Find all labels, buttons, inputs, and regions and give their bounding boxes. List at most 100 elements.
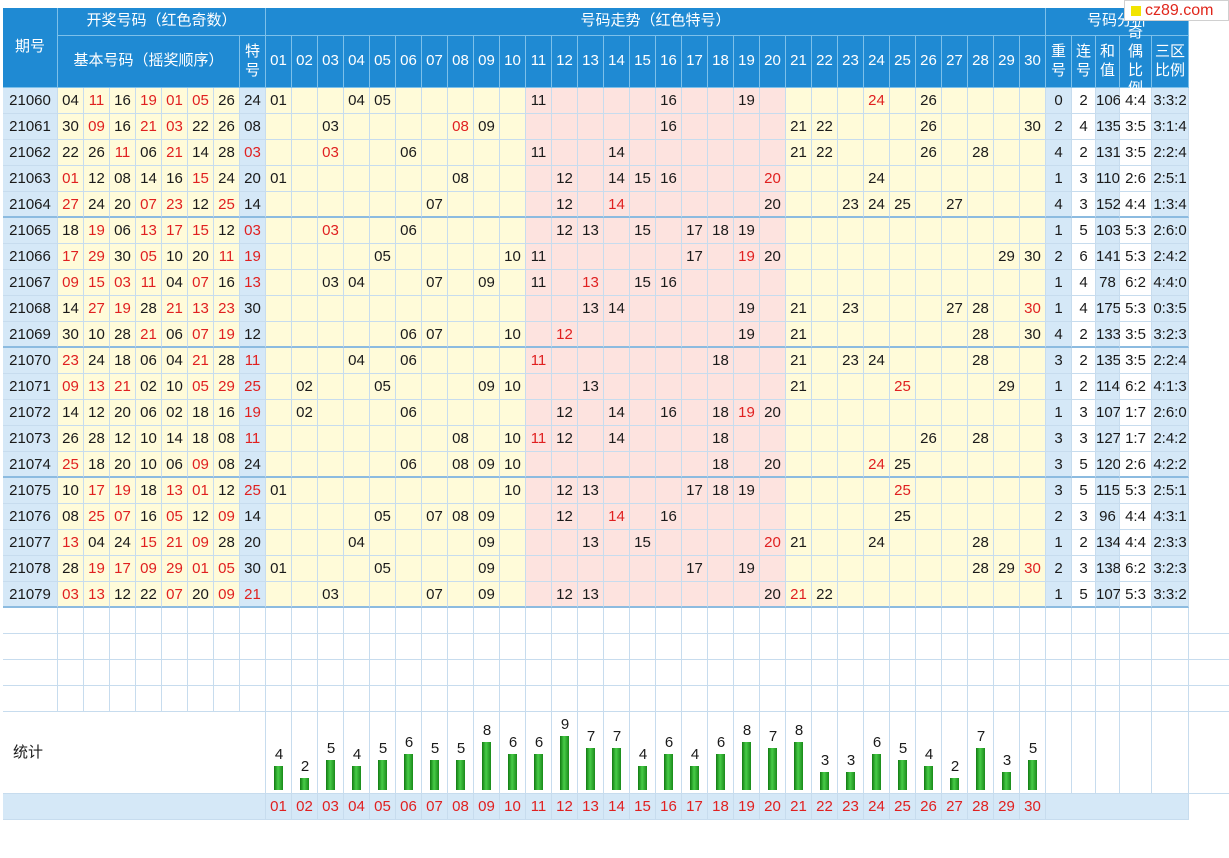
trend-empty-cell [682, 374, 708, 400]
trend-empty-cell [292, 530, 318, 556]
trend-empty-cell [474, 296, 500, 322]
stats-bar [872, 754, 881, 790]
basic-number-cell: 11 [214, 244, 240, 270]
stats-col-cell [916, 712, 942, 794]
trend-empty-cell [630, 322, 656, 348]
basic-number-cell: 06 [110, 218, 136, 244]
stats-bar [612, 748, 621, 790]
trend-empty-cell [1020, 582, 1046, 608]
trend-hit-cell: 06 [396, 140, 422, 166]
analysis-consec-cell: 3 [1072, 426, 1096, 452]
trend-hit-cell: 01 [266, 556, 292, 582]
trend-empty-cell [890, 244, 916, 270]
trend-hit-cell: 27 [942, 192, 968, 218]
trend-empty-cell [396, 556, 422, 582]
trend-empty-cell [552, 556, 578, 582]
empty-cell [656, 634, 682, 660]
trend-empty-cell [968, 192, 994, 218]
trend-empty-cell [682, 530, 708, 556]
trend-empty-cell [890, 88, 916, 114]
empty-cell [656, 660, 682, 686]
stats-bar [950, 778, 959, 790]
empty-cell [760, 686, 786, 712]
trend-empty-cell [1020, 452, 1046, 478]
trend-empty-cell [916, 504, 942, 530]
trend-empty-cell [994, 270, 1020, 296]
stats-count-label: 9 [560, 716, 570, 733]
empty-cell [1046, 686, 1072, 712]
trend-empty-cell [942, 166, 968, 192]
analysis-consec-cell: 3 [1072, 504, 1096, 530]
trend-empty-cell [838, 140, 864, 166]
empty-cell [994, 686, 1020, 712]
trend-empty-cell [630, 114, 656, 140]
empty-cell [188, 660, 214, 686]
analysis-sum-cell: 110 [1096, 166, 1120, 192]
analysis-col-header: 连号 [1072, 36, 1096, 88]
footer-number-cell: 03 [318, 794, 344, 820]
trend-empty-cell [1020, 374, 1046, 400]
trend-empty-cell [942, 582, 968, 608]
analysis-repeat-cell: 1 [1046, 296, 1072, 322]
analysis-repeat-cell: 3 [1046, 348, 1072, 374]
analysis-repeat-cell: 3 [1046, 478, 1072, 504]
empty-cell [3, 608, 58, 634]
trend-empty-cell [292, 582, 318, 608]
trend-empty-cell [526, 478, 552, 504]
trend-hit-cell: 12 [552, 166, 578, 192]
stats-count-label: 3 [820, 752, 830, 769]
analysis-consec-cell: 5 [1072, 582, 1096, 608]
number-col-header: 06 [396, 36, 422, 88]
stats-col-cell [526, 712, 552, 794]
analysis-sum-cell: 141 [1096, 244, 1121, 270]
issue-cell: 21076 [3, 504, 58, 530]
basic-number-cell: 01 [58, 166, 84, 192]
empty-cell [1189, 608, 1229, 634]
empty-cell [838, 660, 864, 686]
empty-cell [1020, 660, 1046, 686]
number-col-header: 26 [916, 36, 942, 88]
trend-empty-cell [604, 348, 630, 374]
trend-empty-cell [422, 556, 448, 582]
analysis-repeat-cell: 4 [1046, 322, 1072, 348]
footer-number-cell: 25 [890, 794, 916, 820]
stats-col-cell [812, 712, 838, 794]
basic-number-cell: 09 [58, 270, 84, 296]
trend-hit-cell: 04 [344, 270, 370, 296]
empty-cell [1120, 608, 1152, 634]
analysis-sum-cell: 120 [1096, 452, 1121, 478]
number-col-header: 02 [292, 36, 318, 88]
trend-empty-cell [760, 296, 786, 322]
trend-empty-cell [604, 582, 630, 608]
basic-number-cell: 28 [84, 426, 110, 452]
trend-empty-cell [448, 478, 474, 504]
trend-empty-cell [448, 582, 474, 608]
site-logo[interactable]: cz89.com [1124, 0, 1229, 21]
trend-empty-cell [526, 452, 552, 478]
trend-empty-cell [994, 322, 1020, 348]
trend-hit-cell: 29 [994, 556, 1020, 582]
trend-empty-cell [292, 478, 318, 504]
trend-empty-cell [890, 114, 916, 140]
trend-empty-cell [942, 88, 968, 114]
trend-empty-cell [266, 348, 292, 374]
stats-bar [586, 748, 595, 790]
trend-empty-cell [292, 452, 318, 478]
basic-number-cell: 09 [214, 582, 240, 608]
trend-empty-cell [656, 348, 682, 374]
analysis-repeat-cell: 2 [1046, 244, 1072, 270]
basic-number-cell: 21 [110, 374, 136, 400]
issue-cell: 21062 [3, 140, 58, 166]
trend-empty-cell [1020, 504, 1046, 530]
trend-empty-cell [318, 504, 344, 530]
basic-number-cell: 09 [188, 452, 214, 478]
empty-cell [604, 634, 630, 660]
trend-empty-cell [604, 244, 630, 270]
empty-cell [396, 608, 422, 634]
analysis-consec-cell: 6 [1072, 244, 1096, 270]
trend-empty-cell [786, 166, 812, 192]
empty-cell [110, 686, 136, 712]
number-col-header: 21 [786, 36, 812, 88]
trend-hit-cell: 10 [500, 322, 526, 348]
trend-empty-cell [266, 452, 292, 478]
